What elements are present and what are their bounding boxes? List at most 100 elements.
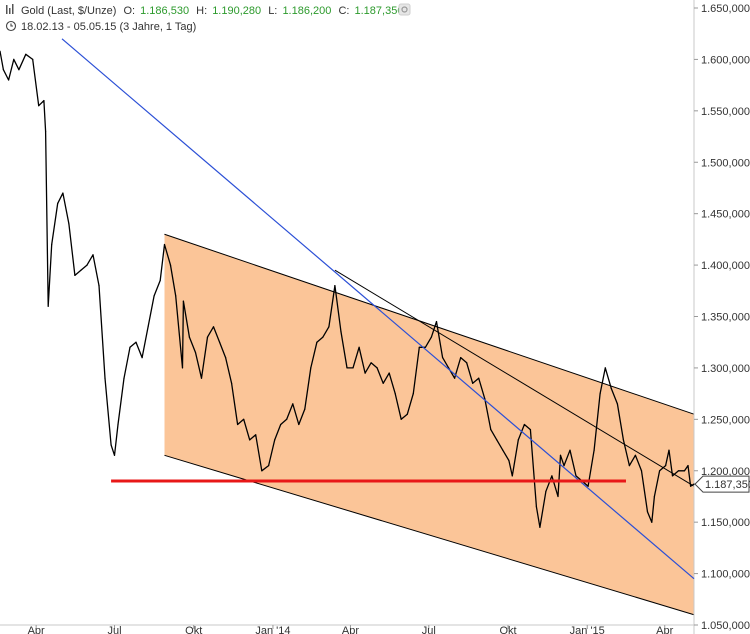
open-label: O: bbox=[123, 5, 135, 17]
price-point bbox=[123, 377, 125, 379]
y-tick-label: 1.550,000 bbox=[701, 106, 750, 118]
price-point bbox=[212, 326, 215, 328]
price-point bbox=[551, 475, 553, 477]
price-point bbox=[352, 367, 354, 369]
x-tick-label: Okt bbox=[499, 625, 516, 634]
price-point bbox=[358, 346, 360, 348]
x-tick-label: Jan '15 bbox=[570, 625, 605, 634]
axis-layer: 1.050,000 1.100,000 1.150,000 1.200,000 1.25… bbox=[28, 3, 750, 634]
price-point bbox=[51, 243, 53, 246]
price-point bbox=[370, 362, 372, 364]
price-point bbox=[80, 269, 82, 271]
price-point bbox=[400, 418, 402, 420]
y-tick-label: 1.450,000 bbox=[701, 209, 750, 221]
overlay-layer bbox=[61, 38, 695, 580]
price-point bbox=[424, 346, 426, 348]
y-tick-label: 1.200,000 bbox=[701, 466, 750, 478]
y-tick-label: 1.150,000 bbox=[701, 517, 750, 529]
price-point bbox=[47, 305, 49, 307]
price-point bbox=[322, 336, 324, 338]
price-point bbox=[604, 367, 606, 369]
price-point bbox=[340, 331, 342, 333]
low-value: 1.186,200 bbox=[282, 5, 331, 17]
price-point bbox=[646, 511, 649, 513]
price-point bbox=[38, 105, 40, 107]
price-point bbox=[45, 130, 47, 132]
price-point bbox=[182, 300, 184, 302]
price-point bbox=[304, 408, 306, 410]
price-point bbox=[104, 377, 106, 379]
close-value: 1.187,350 bbox=[355, 5, 404, 17]
price-point bbox=[237, 423, 239, 426]
price-point bbox=[163, 243, 166, 246]
price-point bbox=[539, 526, 541, 528]
price-point bbox=[640, 470, 643, 472]
price-point bbox=[292, 403, 294, 405]
price-point bbox=[200, 377, 203, 379]
low-label: L: bbox=[268, 5, 277, 17]
price-point bbox=[110, 444, 112, 446]
price-point bbox=[406, 413, 408, 415]
channel-upper-line bbox=[164, 233, 695, 415]
price-point bbox=[18, 69, 20, 71]
clock-icon bbox=[5, 20, 17, 32]
price-point bbox=[454, 377, 456, 379]
price-point bbox=[268, 465, 270, 467]
price-point bbox=[310, 367, 312, 369]
price-point bbox=[559, 454, 562, 456]
price-point bbox=[249, 439, 251, 441]
x-tick-label: Apr bbox=[342, 625, 359, 634]
gear-icon[interactable] bbox=[398, 3, 411, 16]
price-point bbox=[8, 79, 10, 81]
price-point bbox=[683, 470, 686, 472]
price-point bbox=[659, 470, 661, 472]
price-point bbox=[569, 449, 571, 451]
x-tick-label: Jul bbox=[422, 625, 436, 634]
price-point bbox=[261, 470, 263, 472]
price-point bbox=[435, 321, 438, 323]
price-point bbox=[68, 223, 70, 225]
price-point bbox=[43, 100, 45, 102]
price-point bbox=[687, 465, 689, 467]
price-point bbox=[693, 483, 695, 485]
price-point bbox=[280, 423, 282, 426]
price-point bbox=[117, 423, 119, 426]
price-point bbox=[394, 393, 396, 395]
current-price-label: 1.187,350 bbox=[705, 479, 750, 491]
date-range: 18.02.13 - 05.05.15 (3 Jahre, 1 Tag) bbox=[21, 21, 196, 33]
price-point bbox=[460, 357, 462, 359]
price-point bbox=[665, 465, 667, 467]
price-point bbox=[147, 326, 149, 328]
price-point bbox=[188, 336, 190, 338]
price-point bbox=[502, 449, 504, 451]
price-point bbox=[557, 495, 559, 498]
price-point bbox=[466, 362, 468, 364]
price-point bbox=[243, 418, 245, 420]
price-point bbox=[442, 357, 444, 359]
price-point bbox=[622, 439, 625, 441]
close-label: C: bbox=[338, 5, 349, 17]
price-point bbox=[328, 326, 330, 328]
price-point bbox=[135, 341, 137, 343]
channel-fill bbox=[164, 234, 694, 615]
price-point bbox=[169, 264, 172, 266]
price-point bbox=[0, 50, 1, 52]
price-point bbox=[651, 521, 653, 523]
price-point bbox=[412, 393, 414, 395]
y-tick-label: 1.250,000 bbox=[701, 414, 750, 426]
x-tick-label: Jan '14 bbox=[255, 625, 290, 634]
price-point bbox=[13, 58, 15, 61]
price-point bbox=[690, 485, 692, 487]
x-tick-label: Apr bbox=[28, 625, 45, 634]
bar-chart-icon bbox=[6, 4, 14, 14]
price-point bbox=[388, 372, 390, 374]
price-point bbox=[255, 434, 257, 436]
price-point bbox=[129, 346, 131, 348]
price-point bbox=[225, 357, 227, 359]
price-point bbox=[153, 295, 155, 297]
price-point bbox=[206, 336, 209, 338]
price-point bbox=[86, 264, 88, 266]
price-point bbox=[418, 346, 420, 348]
